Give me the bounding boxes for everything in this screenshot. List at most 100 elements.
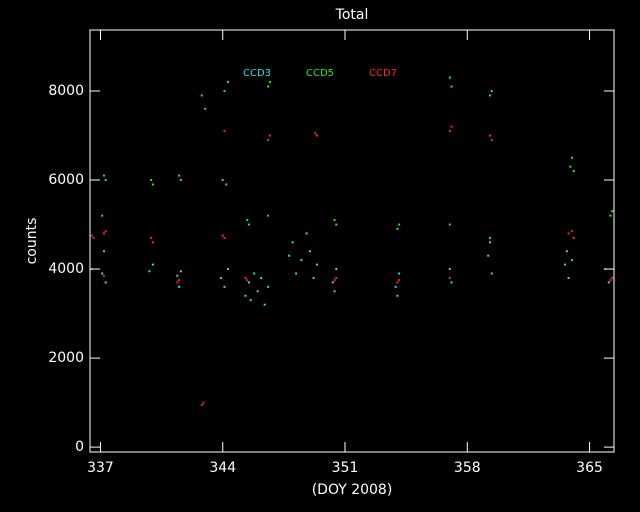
legend-label: CCD5	[306, 68, 334, 79]
point	[291, 241, 294, 244]
point	[398, 223, 401, 226]
point	[571, 230, 574, 233]
point	[335, 268, 338, 271]
point	[225, 183, 228, 186]
point	[179, 270, 182, 273]
point	[609, 214, 612, 217]
point	[487, 254, 490, 257]
point	[398, 272, 401, 275]
y-tick-label: 2000	[48, 350, 84, 366]
x-tick-label: 337	[87, 460, 114, 476]
point	[288, 254, 291, 257]
y-axis-label: counts	[24, 218, 40, 265]
point	[394, 285, 397, 288]
point	[611, 210, 614, 213]
point	[102, 232, 105, 235]
point	[611, 276, 614, 279]
point	[101, 214, 104, 217]
point	[309, 250, 312, 253]
point	[571, 259, 574, 262]
point	[223, 130, 226, 133]
point	[260, 276, 263, 279]
point	[567, 232, 570, 235]
point	[244, 294, 247, 297]
point	[267, 138, 270, 141]
plot-frame	[89, 29, 615, 453]
point	[92, 236, 95, 239]
point	[305, 232, 308, 235]
point	[312, 276, 315, 279]
point	[267, 85, 270, 88]
point	[148, 270, 151, 273]
point	[571, 156, 574, 159]
point	[247, 223, 250, 226]
point	[102, 174, 105, 177]
point	[104, 179, 107, 182]
point	[244, 276, 247, 279]
point	[490, 89, 493, 92]
point	[450, 85, 453, 88]
point	[488, 94, 491, 97]
point	[150, 179, 153, 182]
point	[316, 134, 319, 137]
point	[488, 236, 491, 239]
y-tick-label: 4000	[48, 261, 84, 277]
point	[223, 236, 226, 239]
point	[490, 138, 493, 141]
point	[246, 279, 249, 282]
point	[300, 259, 303, 262]
point	[607, 281, 610, 284]
point	[223, 89, 226, 92]
point	[90, 234, 93, 237]
point	[295, 272, 298, 275]
point	[396, 281, 399, 284]
point	[448, 76, 451, 79]
point	[333, 290, 336, 293]
point	[267, 285, 270, 288]
point	[249, 299, 252, 302]
point	[268, 81, 271, 84]
point	[567, 276, 570, 279]
point	[396, 227, 399, 230]
legend-label: CCD3	[243, 68, 271, 79]
point	[202, 401, 205, 404]
point	[263, 303, 266, 306]
point	[102, 274, 105, 277]
point	[448, 268, 451, 271]
point	[316, 263, 319, 266]
point	[176, 281, 179, 284]
x-tick-label: 358	[454, 460, 481, 476]
point	[221, 179, 224, 182]
point	[179, 179, 182, 182]
point	[90, 268, 93, 271]
x-tick-label: 365	[576, 460, 603, 476]
point	[488, 241, 491, 244]
point	[104, 281, 107, 284]
point	[226, 268, 229, 271]
y-tick-label: 6000	[48, 172, 84, 188]
point	[331, 281, 334, 284]
point	[314, 132, 317, 135]
point	[450, 281, 453, 284]
x-tick-label: 351	[332, 460, 359, 476]
point	[333, 279, 336, 282]
point	[204, 107, 207, 110]
point	[333, 219, 336, 222]
point	[335, 223, 338, 226]
point	[151, 263, 154, 266]
point	[104, 230, 107, 233]
point	[268, 134, 271, 137]
point	[398, 279, 401, 282]
point	[565, 250, 568, 253]
point	[267, 214, 270, 217]
point	[178, 174, 181, 177]
point	[572, 236, 575, 239]
point	[101, 272, 104, 275]
point	[226, 81, 229, 84]
point	[200, 94, 203, 97]
point	[450, 125, 453, 128]
point	[253, 272, 256, 275]
point	[609, 279, 612, 282]
point	[221, 234, 224, 237]
